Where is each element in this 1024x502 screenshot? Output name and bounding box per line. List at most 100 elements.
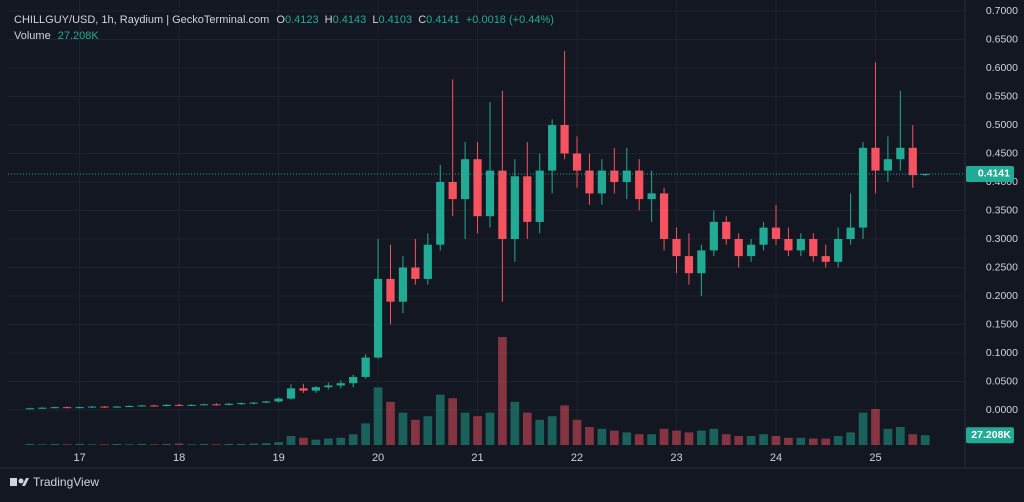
brand: TradingView [10, 475, 99, 489]
volume-bar [336, 437, 346, 445]
candle-body [834, 239, 843, 262]
candle-body [585, 170, 594, 194]
volume-bar [858, 412, 868, 445]
volume-bar [62, 444, 72, 445]
candle-body [647, 193, 656, 200]
volume-bar [821, 438, 831, 445]
volume-bar [162, 443, 172, 445]
candle-body [286, 388, 296, 399]
candle-body [249, 402, 258, 404]
candle-body [311, 387, 320, 391]
volume-bar [348, 434, 358, 445]
volume-bar [895, 427, 905, 445]
candle-body [63, 407, 72, 409]
volume-bar [448, 398, 458, 445]
volume-bar [224, 443, 234, 445]
volume-bar [485, 412, 495, 445]
candle-body [498, 170, 507, 239]
volume-bar [634, 434, 644, 445]
logo [22, 478, 29, 486]
candle-body [684, 256, 694, 274]
candle-body [784, 239, 793, 251]
volume-label: Volume [14, 30, 51, 42]
volume-bar [174, 443, 184, 445]
volume-bar [721, 434, 731, 445]
volume-bar [697, 430, 706, 445]
volume-bar [199, 443, 209, 445]
y-tick-label: 0.6500 [986, 33, 1018, 45]
candle-body [461, 159, 470, 200]
x-tick-label: 20 [372, 452, 384, 464]
volume-bar [37, 444, 47, 445]
candle-body [324, 385, 333, 388]
candle-body [858, 147, 868, 228]
volume-bar [25, 443, 35, 445]
candle-body [771, 227, 781, 239]
logo [10, 478, 17, 486]
volume-bar [236, 443, 246, 445]
ohlc-value: 0.4123 [285, 14, 319, 26]
y-tick-label: 0.0500 [986, 375, 1018, 387]
candle-body [436, 182, 445, 245]
candle-body [349, 376, 358, 384]
volume-bar [709, 428, 719, 445]
y-tick-label: 0.2000 [986, 290, 1018, 302]
volume-bar [609, 430, 619, 445]
candle-body [846, 227, 855, 239]
volume-bar [734, 436, 744, 445]
y-tick-label: 0.3500 [986, 204, 1018, 216]
volume-bar [75, 443, 84, 445]
volume-bar [585, 427, 594, 445]
volume-bar [373, 387, 383, 445]
volume-bar [684, 432, 694, 445]
volume-bar [286, 436, 296, 445]
y-tick-label: 0.0000 [986, 404, 1018, 416]
candle-body [535, 170, 544, 222]
candle-body [485, 170, 495, 217]
candle-body [299, 388, 308, 391]
logo [18, 478, 24, 484]
candle-body [635, 170, 644, 200]
candle-body [423, 244, 432, 279]
symbol: CHILLGUY/USD, 1h, Raydium | GeckoTermina… [14, 14, 269, 26]
candle-body [336, 383, 345, 386]
x-tick-label: 22 [571, 452, 583, 464]
candle-body [386, 278, 395, 302]
candle-body [112, 406, 122, 408]
volume-bar [833, 436, 843, 445]
candle-body [572, 153, 582, 171]
volume-bar [560, 405, 569, 445]
volume-bar [796, 437, 806, 445]
volume-bar [112, 443, 122, 445]
candle-body [125, 406, 134, 408]
candle-body [50, 407, 59, 409]
candle-body [759, 227, 768, 245]
volume-bar [498, 337, 507, 445]
volume-bar [597, 428, 607, 445]
volume-bar [249, 443, 259, 445]
volume-bar [808, 438, 818, 445]
x-tick-label: 19 [272, 452, 284, 464]
volume-bar [87, 444, 97, 445]
volume-bar [672, 430, 681, 445]
candle-body [212, 404, 221, 406]
candle-body [448, 182, 457, 200]
candle-body [821, 256, 830, 262]
y-tick-label: 0.4500 [986, 147, 1018, 159]
volume-legend: Volume 27.208K [14, 30, 99, 42]
volume-bar [398, 412, 408, 445]
volume-bar [386, 401, 395, 445]
x-tick-label: 25 [869, 452, 881, 464]
y-tick-label: 0.5500 [986, 90, 1018, 102]
volume-bar [187, 444, 196, 445]
candle-body [87, 406, 97, 408]
volume-bar [883, 428, 893, 445]
volume-bar [522, 412, 532, 445]
volume-tag-label: 27.208K [971, 429, 1011, 441]
volume-bar [572, 419, 582, 445]
candle-body [622, 170, 631, 182]
volume-bar [261, 443, 271, 445]
volume-bar [473, 416, 482, 445]
brand-name: TradingView [33, 475, 99, 489]
x-tick-label: 21 [471, 452, 483, 464]
